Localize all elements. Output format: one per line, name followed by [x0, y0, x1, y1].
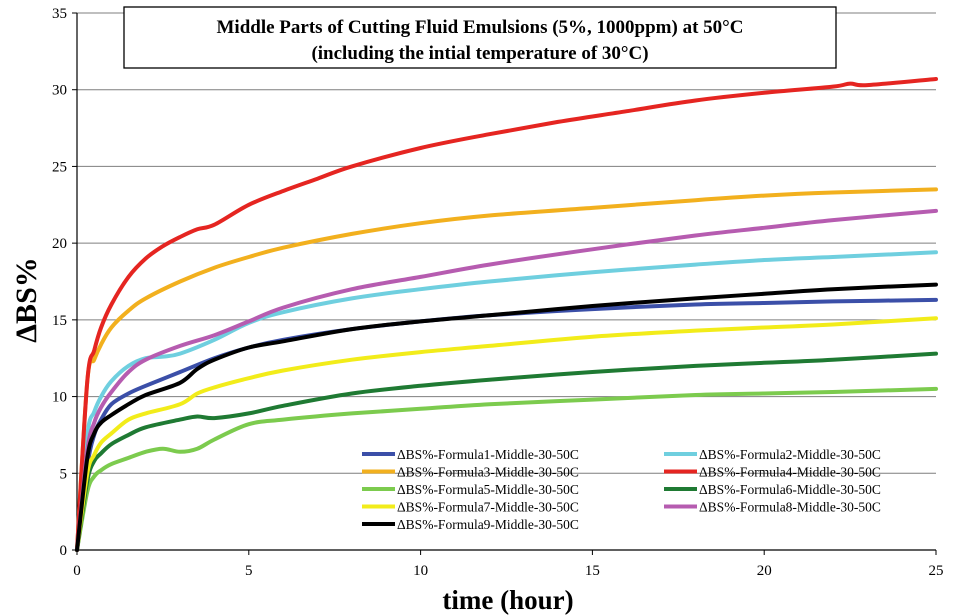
- legend-label: ΔBS%-Formula2-Middle-30-50C: [699, 447, 881, 462]
- y-tick-label: 35: [52, 6, 67, 22]
- x-tick-label: 10: [413, 563, 428, 579]
- legend-label: ΔBS%-Formula9-Middle-30-50C: [397, 517, 579, 532]
- y-tick-label: 20: [52, 236, 67, 252]
- series-line-formula5: [75, 386, 938, 552]
- x-axis-title: time (hour): [442, 585, 573, 615]
- series-line-formula3: [75, 187, 938, 552]
- series-line-formula8: [75, 208, 938, 552]
- chart-subtitle: (including the intial temperature of 30°…: [311, 43, 648, 64]
- legend-item: ΔBS%-Formula7-Middle-30-50C: [362, 500, 579, 515]
- y-tick-label: 10: [52, 390, 67, 406]
- series-line-formula9: [75, 282, 938, 552]
- axes: 0 5 10 15 20 25 30 35 0 5 10 15 20 25: [52, 6, 944, 579]
- series-lines: [75, 77, 938, 552]
- legend-label: ΔBS%-Formula8-Middle-30-50C: [699, 500, 881, 515]
- legend-item: ΔBS%-Formula4-Middle-30-50C: [664, 465, 881, 480]
- title-box: Middle Parts of Cutting Fluid Emulsions …: [123, 6, 837, 69]
- legend-item: ΔBS%-Formula6-Middle-30-50C: [664, 482, 881, 497]
- y-axis-title: ΔBS%: [10, 257, 43, 343]
- y-tick-label: 0: [60, 543, 68, 559]
- series-line-formula4: [75, 77, 938, 552]
- legend-item: ΔBS%-Formula2-Middle-30-50C: [664, 447, 881, 462]
- y-tick-label: 5: [60, 466, 68, 482]
- legend-label: ΔBS%-Formula1-Middle-30-50C: [397, 447, 579, 462]
- series-line-formula7: [75, 316, 938, 552]
- y-tick-label: 30: [52, 83, 67, 99]
- legend-item: ΔBS%-Formula1-Middle-30-50C: [362, 447, 579, 462]
- legend-label: ΔBS%-Formula7-Middle-30-50C: [397, 500, 579, 515]
- legend-item: ΔBS%-Formula5-Middle-30-50C: [362, 482, 579, 497]
- legend-item: ΔBS%-Formula3-Middle-30-50C: [362, 465, 579, 480]
- legend-label: ΔBS%-Formula5-Middle-30-50C: [397, 482, 579, 497]
- x-tick-label: 5: [245, 563, 253, 579]
- chart-title: Middle Parts of Cutting Fluid Emulsions …: [217, 17, 744, 38]
- y-tick-label: 25: [52, 159, 67, 175]
- legend-item: ΔBS%-Formula9-Middle-30-50C: [362, 517, 579, 532]
- x-tick-label: 20: [757, 563, 772, 579]
- legend-label: ΔBS%-Formula6-Middle-30-50C: [699, 482, 881, 497]
- series-line-formula6: [75, 351, 938, 552]
- x-tick-label: 15: [585, 563, 600, 579]
- legend: ΔBS%-Formula1-Middle-30-50C ΔBS%-Formula2…: [362, 447, 881, 532]
- x-tick-label: 0: [73, 563, 81, 579]
- x-tick-label: 25: [929, 563, 944, 579]
- legend-label: ΔBS%-Formula3-Middle-30-50C: [397, 465, 579, 480]
- legend-item: ΔBS%-Formula8-Middle-30-50C: [664, 500, 881, 515]
- y-tick-label: 15: [52, 313, 67, 329]
- legend-label: ΔBS%-Formula4-Middle-30-50C: [699, 465, 881, 480]
